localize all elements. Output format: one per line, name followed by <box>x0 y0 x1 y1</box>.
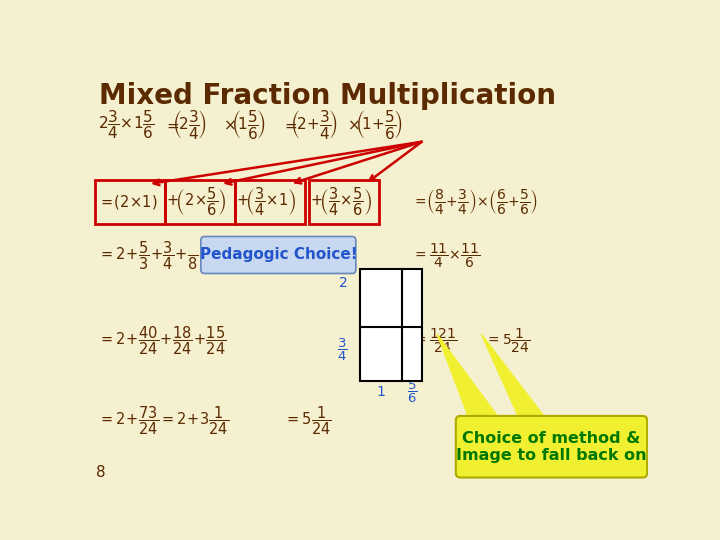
Text: $1$: $1$ <box>376 385 385 399</box>
Text: Mixed Fraction Multiplication: Mixed Fraction Multiplication <box>99 82 557 110</box>
FancyBboxPatch shape <box>201 237 356 273</box>
Text: $=2\!+\!\dfrac{5}{3}\!+\!\dfrac{3}{4}\!+\!\dfrac{\ }{8}$: $=2\!+\!\dfrac{5}{3}\!+\!\dfrac{3}{4}\!+… <box>98 239 198 272</box>
Polygon shape <box>437 334 500 421</box>
Text: $\!\left(\!1\!+\!\dfrac{5}{6}\!\right)$: $\!\left(\!1\!+\!\dfrac{5}{6}\!\right)$ <box>356 109 402 141</box>
Text: $\!\left(\!2\!+\!\dfrac{3}{4}\!\right)$: $\!\left(\!2\!+\!\dfrac{3}{4}\!\right)$ <box>292 109 338 141</box>
Text: Choice of method &
Image to fall back on: Choice of method & Image to fall back on <box>456 430 647 463</box>
Bar <box>360 269 422 381</box>
FancyBboxPatch shape <box>456 416 647 477</box>
Text: $=\!\left(\dfrac{8}{4}\!+\!\dfrac{3}{4}\right)\!\times\!\left(\dfrac{6}{6}\!+\!\: $=\!\left(\dfrac{8}{4}\!+\!\dfrac{3}{4}\… <box>412 187 538 217</box>
Text: $\!\left(\!1\dfrac{5}{6}\!\right)$: $\!\left(\!1\dfrac{5}{6}\!\right)$ <box>233 109 266 141</box>
Text: $+\!\left(\dfrac{3}{4}\!\times\!1\right)$: $+\!\left(\dfrac{3}{4}\!\times\!1\right)… <box>235 186 297 218</box>
Text: $=\dfrac{121}{24}$: $=\dfrac{121}{24}$ <box>412 326 457 355</box>
Text: $\dfrac{5}{6}$: $\dfrac{5}{6}$ <box>408 379 418 405</box>
Text: $\times$: $\times$ <box>347 117 360 132</box>
Text: $2$: $2$ <box>338 276 347 289</box>
Text: $=5\dfrac{1}{24}$: $=5\dfrac{1}{24}$ <box>284 404 332 437</box>
Text: $=$: $=$ <box>282 117 298 132</box>
Text: $2\dfrac{3}{4}\!\times\!1\dfrac{5}{6}$: $2\dfrac{3}{4}\!\times\!1\dfrac{5}{6}$ <box>98 109 154 141</box>
Text: $=\!\left(2\!\times\!1\right)$: $=\!\left(2\!\times\!1\right)$ <box>98 193 157 211</box>
Text: $=2\!+\!\dfrac{73}{24}=2\!+\!3\dfrac{1}{24}$: $=2\!+\!\dfrac{73}{24}=2\!+\!3\dfrac{1}{… <box>98 404 229 437</box>
Text: Pedagogic Choice!: Pedagogic Choice! <box>199 247 357 262</box>
Text: $\!\left(\!2\dfrac{3}{4}\!\right)$: $\!\left(\!2\dfrac{3}{4}\!\right)$ <box>174 109 206 141</box>
Text: $\times$: $\times$ <box>223 117 236 132</box>
Text: $=$: $=$ <box>163 117 180 132</box>
Text: $=5\dfrac{1}{24}$: $=5\dfrac{1}{24}$ <box>485 326 531 355</box>
Text: $\dfrac{3}{4}$: $\dfrac{3}{4}$ <box>338 336 348 363</box>
Polygon shape <box>482 334 547 421</box>
Text: 8: 8 <box>96 465 106 481</box>
Text: $=2\!+\!\dfrac{40}{24}\!+\!\dfrac{18}{24}\!+\!\dfrac{15}{24}$: $=2\!+\!\dfrac{40}{24}\!+\!\dfrac{18}{24… <box>98 324 226 357</box>
Text: $=\dfrac{11}{4}\!\times\!\dfrac{11}{6}$: $=\dfrac{11}{4}\!\times\!\dfrac{11}{6}$ <box>412 241 480 270</box>
Text: $+\!\left(2\!\times\!\dfrac{5}{6}\right)$: $+\!\left(2\!\times\!\dfrac{5}{6}\right)… <box>166 186 227 218</box>
Text: $+\!\left(\dfrac{3}{4}\!\times\!\dfrac{5}{6}\right)$: $+\!\left(\dfrac{3}{4}\!\times\!\dfrac{5… <box>310 186 373 218</box>
